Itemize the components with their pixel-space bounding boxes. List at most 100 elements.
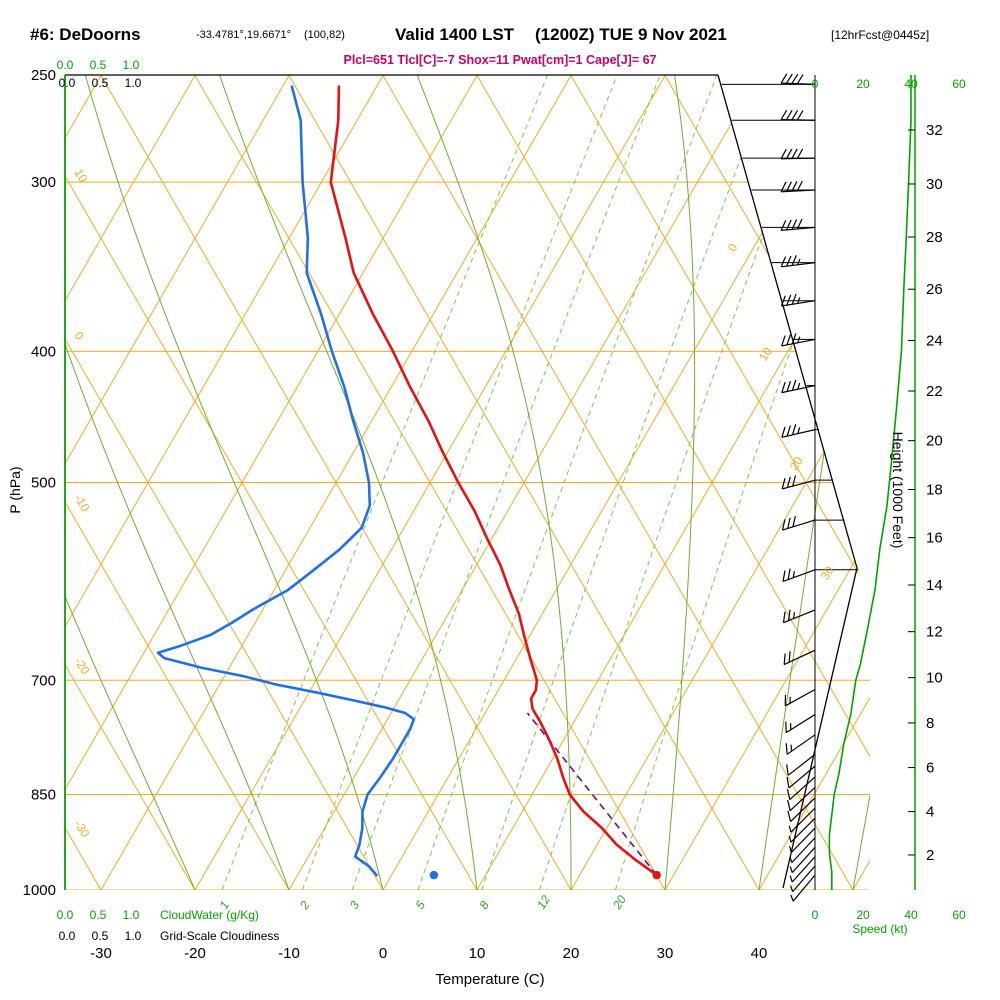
temperature-tick-label: 0 (379, 945, 387, 962)
wind-barb (789, 827, 816, 853)
temperature-tick-label: -20 (184, 945, 206, 962)
temperature-tick-label: 20 (563, 945, 580, 962)
wind-barb (784, 688, 816, 707)
cloudiness-scale-top-tick: 0.0 (59, 76, 76, 90)
temperature-tick-label: -10 (278, 945, 300, 962)
cloudiness-scale-bottom-tick: 0.5 (92, 929, 109, 943)
dry-adiabat-line (65, 75, 196, 890)
speed-scale-bottom-tick: 60 (952, 908, 966, 922)
speed-scale-bottom-tick: 0 (812, 908, 819, 922)
speed-scale-top-tick: 60 (952, 77, 966, 91)
height-tick-label: 32 (926, 122, 943, 139)
grid-lines (65, 75, 870, 890)
moist-adiabat-line (65, 75, 290, 890)
cloudiness-axis-title: Grid-Scale Cloudiness (160, 929, 279, 943)
wind-barb (780, 218, 816, 231)
mixing-ratio-line (538, 75, 822, 890)
height-tick-label: 8 (926, 715, 934, 732)
pressure-tick-label: 250 (31, 67, 56, 84)
temperature-curve (329, 85, 658, 877)
wind-barb-column (721, 73, 859, 902)
height-tick-label: 20 (926, 433, 943, 450)
wind-barb (788, 817, 816, 843)
pressure-tick-label: 500 (31, 475, 56, 492)
sounding-profiles (156, 85, 661, 880)
wind-barb (790, 865, 816, 893)
mixing-ratio-label: 3 (347, 898, 363, 911)
cloudiness-scale-top-tick: 0.5 (92, 76, 109, 90)
valid-time: Valid 1400 LST (395, 25, 515, 44)
dry-adiabat-line (664, 75, 870, 890)
wind-barb (780, 255, 816, 268)
barb-column-fold-line (717, 74, 858, 889)
wind-barb (787, 787, 816, 812)
isotherm-line (758, 75, 870, 890)
cloudwater-scale-top-tick: 0.5 (90, 58, 107, 72)
grid-point-index: (100,82) (304, 29, 345, 41)
temperature-axis-title: Temperature (C) (435, 971, 544, 988)
cloudwater-scale-bottom-tick: 1.0 (123, 908, 140, 922)
wind-barb (786, 753, 816, 776)
pressure-tick-label: 400 (31, 343, 56, 360)
height-tick-label: 14 (926, 577, 943, 594)
isotherm-label: 30 (818, 563, 837, 582)
wind-barb (781, 515, 816, 531)
cloudwater-axis-title: CloudWater (g/Kg) (160, 908, 259, 922)
moist-adiabat-line (852, 75, 870, 890)
wind-barb (780, 293, 816, 307)
wind-barb (780, 148, 816, 160)
station-coordinates: -33.4781°,19.6671° (196, 29, 292, 41)
mixing-ratio-line (351, 75, 661, 890)
adiabat-label: -20 (71, 655, 92, 677)
isotherm-label: 0 (725, 241, 741, 254)
pressure-tick-label: 1000 (23, 882, 56, 899)
stability-indices: Plcl=651 Tlcl[C]=-7 Shox=11 Pwat[cm]=1 C… (343, 53, 657, 67)
dewpoint-curve (156, 85, 416, 877)
mixing-ratio-line (417, 75, 718, 890)
height-tick-label: 12 (926, 624, 943, 641)
wind-barb (781, 424, 816, 438)
mixing-ratio-label: 12 (534, 893, 553, 912)
height-axis-title: Height (1000 Feet) (890, 432, 906, 549)
height-tick-label: 10 (926, 670, 943, 687)
wind-barb (782, 609, 816, 624)
surface-temperature-dot (652, 870, 661, 880)
temperature-tick-label: 40 (751, 945, 768, 962)
dry-adiabat-line (65, 75, 290, 890)
wind-barb (780, 109, 816, 121)
wind-barb (790, 874, 816, 902)
pressure-tick-label: 300 (31, 174, 56, 191)
mixing-ratio-line (481, 75, 772, 890)
wind-barb (786, 765, 816, 789)
adiabat-label: -30 (71, 818, 92, 840)
moist-adiabat-line (416, 75, 572, 890)
temperature-tick-label: -30 (90, 945, 112, 962)
mixing-ratio-label: 8 (476, 898, 492, 911)
adiabat-label: 0 (71, 329, 87, 342)
speed-scale-bottom-tick: 20 (856, 908, 870, 922)
moist-adiabat-line (664, 75, 696, 890)
temperature-tick-label: 10 (469, 945, 486, 962)
cloudwater-scale-bottom-tick: 0.5 (90, 908, 107, 922)
cloudiness-scale-bottom-tick: 1.0 (125, 929, 142, 943)
height-tick-label: 28 (926, 229, 943, 246)
wind-barb (782, 568, 816, 582)
wind-barb (781, 475, 816, 490)
wind-barb (785, 714, 816, 734)
isotherm-label: 20 (787, 454, 806, 473)
cloudiness-scale-top-tick: 1.0 (125, 76, 142, 90)
pressure-tick-label: 700 (31, 672, 56, 689)
height-tick-label: 30 (926, 176, 943, 193)
wind-barb (780, 73, 816, 85)
wind-barb (789, 846, 816, 874)
mixing-ratio-label: 5 (413, 898, 429, 911)
speed-scale-top-tick: 20 (856, 77, 870, 91)
mixing-ratio-label: 20 (610, 893, 630, 913)
speed-scale-top-tick: 0 (812, 77, 819, 91)
height-tick-label: 22 (926, 383, 943, 400)
wind-barb (788, 807, 816, 833)
height-tick-label: 18 (926, 482, 943, 499)
isotherm-line (65, 75, 196, 890)
moist-adiabat-line (65, 75, 196, 890)
